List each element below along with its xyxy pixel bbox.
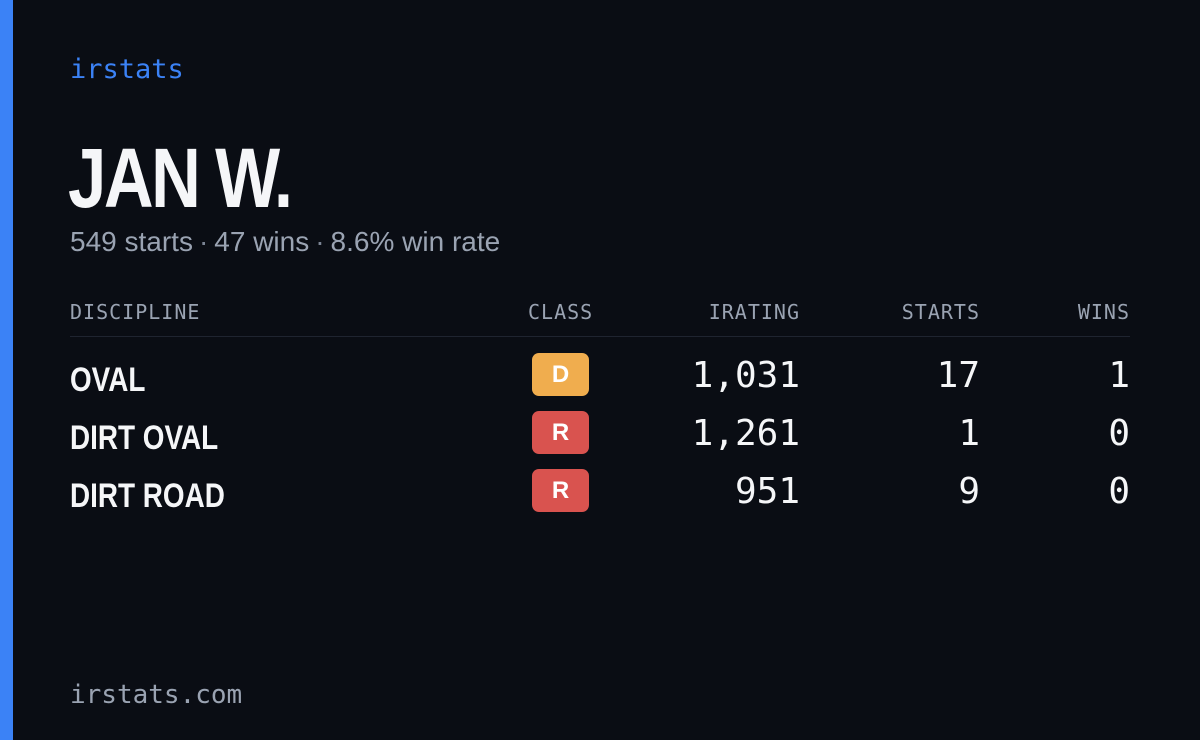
header-class: CLASS xyxy=(528,300,594,324)
accent-bar xyxy=(0,0,13,740)
table-row: OVAL D 1,031 17 1 xyxy=(70,353,1130,411)
class-badge: R xyxy=(532,411,589,454)
header-discipline: DISCIPLINE xyxy=(70,300,201,324)
row-discipline: DIRT ROAD xyxy=(70,477,225,515)
table-body: OVAL D 1,031 17 1 DIRT OVAL R 1,261 1 0 … xyxy=(70,353,1130,527)
row-irating: 1,031 xyxy=(691,355,800,396)
summary-separator: · xyxy=(315,226,325,257)
row-starts: 1 xyxy=(958,413,980,454)
table-header: DISCIPLINE CLASS IRATING STARTS WINS xyxy=(70,296,1130,337)
row-wins: 0 xyxy=(1108,413,1130,454)
summary-win-rate: 8.6% win rate xyxy=(330,226,501,257)
header-starts: STARTS xyxy=(901,300,980,324)
table-row: DIRT OVAL R 1,261 1 0 xyxy=(70,411,1130,469)
row-discipline: OVAL xyxy=(70,361,146,399)
table-row: DIRT ROAD R 951 9 0 xyxy=(70,469,1130,527)
summary-starts: 549 starts xyxy=(70,226,193,257)
row-irating: 1,261 xyxy=(691,413,800,454)
driver-name: JAN W. xyxy=(68,131,293,225)
header-wins: WINS xyxy=(1077,300,1130,324)
row-discipline: DIRT OVAL xyxy=(70,419,219,457)
row-irating: 951 xyxy=(734,471,800,512)
summary-separator: · xyxy=(198,226,209,257)
driver-summary: 549 starts · 47 wins · 8.6% win rate xyxy=(70,226,500,258)
row-starts: 9 xyxy=(958,471,980,512)
row-starts: 17 xyxy=(936,355,980,396)
class-badge: R xyxy=(532,469,589,512)
summary-wins: 47 wins xyxy=(214,226,310,257)
row-wins: 0 xyxy=(1108,471,1130,512)
row-wins: 1 xyxy=(1108,355,1130,396)
header-irating: IRATING xyxy=(708,300,800,324)
footer-url[interactable]: irstats.com xyxy=(70,680,243,710)
discipline-table: DISCIPLINE CLASS IRATING STARTS WINS OVA… xyxy=(70,296,1130,527)
brand-logo[interactable]: irstats xyxy=(70,54,184,85)
class-badge: D xyxy=(532,353,589,396)
